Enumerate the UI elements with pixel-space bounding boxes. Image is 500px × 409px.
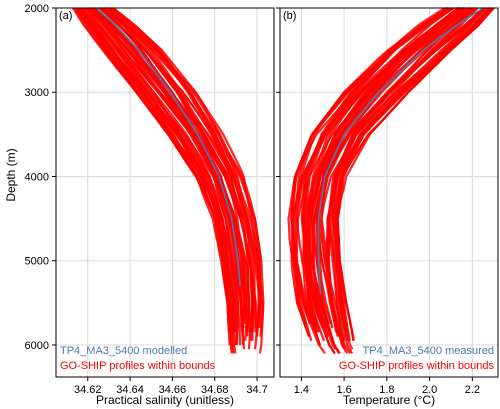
panel-a: 34.62 34.64 34.66 34.68 34.7 2000 3000 4000 5000…: [25, 3, 275, 407]
legend-entry-modelled: TP4_MA3_5400 modelled: [60, 345, 187, 357]
x-axis-title: Practical salinity (unitless): [96, 393, 234, 407]
y-tick-label: 3000: [25, 87, 49, 99]
y-tick-label: 6000: [25, 340, 49, 352]
x-tick-label: 2.0: [422, 384, 437, 396]
go-ship-profile-line: [327, 7, 486, 346]
profile-series-line: [317, 7, 484, 295]
go-ship-profile-line: [331, 7, 490, 333]
go-ship-profile-line: [301, 7, 460, 320]
go-ship-profile-line: [77, 7, 237, 354]
go-ship-profile-line: [334, 7, 493, 320]
profile-series-line: [95, 7, 241, 287]
panel-b: 1.4 1.6 1.8 2.0 2.2 Temperature (°C) (b) TP4_MA…: [276, 7, 499, 407]
go-ship-profile-line: [111, 7, 260, 337]
go-ship-profile-line: [331, 7, 491, 337]
go-ship-profile-line: [75, 7, 233, 320]
x-tick-label: 1.6: [336, 384, 351, 396]
go-ship-profile-line: [101, 7, 255, 341]
panel-label: (a): [59, 10, 72, 22]
x-tick-label: 34.68: [201, 384, 229, 396]
go-ship-profile-line: [287, 7, 446, 342]
go-ship-profile-line: [84, 7, 244, 320]
legend-entry-go-ship: GO-SHIP profiles within bounds: [60, 360, 216, 372]
go-ship-profile-line: [312, 7, 471, 325]
panel-label: (b): [283, 10, 296, 22]
y-axis-title: Depth (m): [4, 148, 18, 201]
plot-frame: [279, 7, 499, 378]
y-tick-label: 5000: [25, 256, 49, 268]
legend-entry-go-ship: GO-SHIP profiles within bounds: [339, 360, 495, 372]
y-tick-label: 4000: [25, 171, 49, 183]
go-ship-profile-line: [99, 7, 250, 320]
go-ship-profile-line: [304, 7, 464, 329]
x-tick-label: 1.4: [294, 384, 309, 396]
legend-entry-measured: TP4_MA3_5400 measured: [363, 345, 494, 357]
plot-frame: [55, 7, 275, 378]
x-axis-title: Temperature (°C): [343, 393, 435, 407]
y-tick-label: 2000: [25, 3, 49, 15]
go-ship-profile-line: [112, 7, 265, 337]
x-tick-label: 34.64: [116, 384, 144, 396]
go-ship-profile-line: [291, 7, 450, 333]
x-tick-label: 2.2: [465, 384, 480, 396]
go-ship-profile-line: [336, 7, 495, 342]
x-tick-label: 34.7: [246, 384, 267, 396]
go-ship-profile-line: [85, 7, 239, 320]
x-tick-label: 34.66: [159, 384, 187, 396]
go-ship-profile-line: [317, 7, 476, 337]
x-tick-label: 34.62: [74, 384, 102, 396]
x-tick-label: 1.8: [379, 384, 394, 396]
